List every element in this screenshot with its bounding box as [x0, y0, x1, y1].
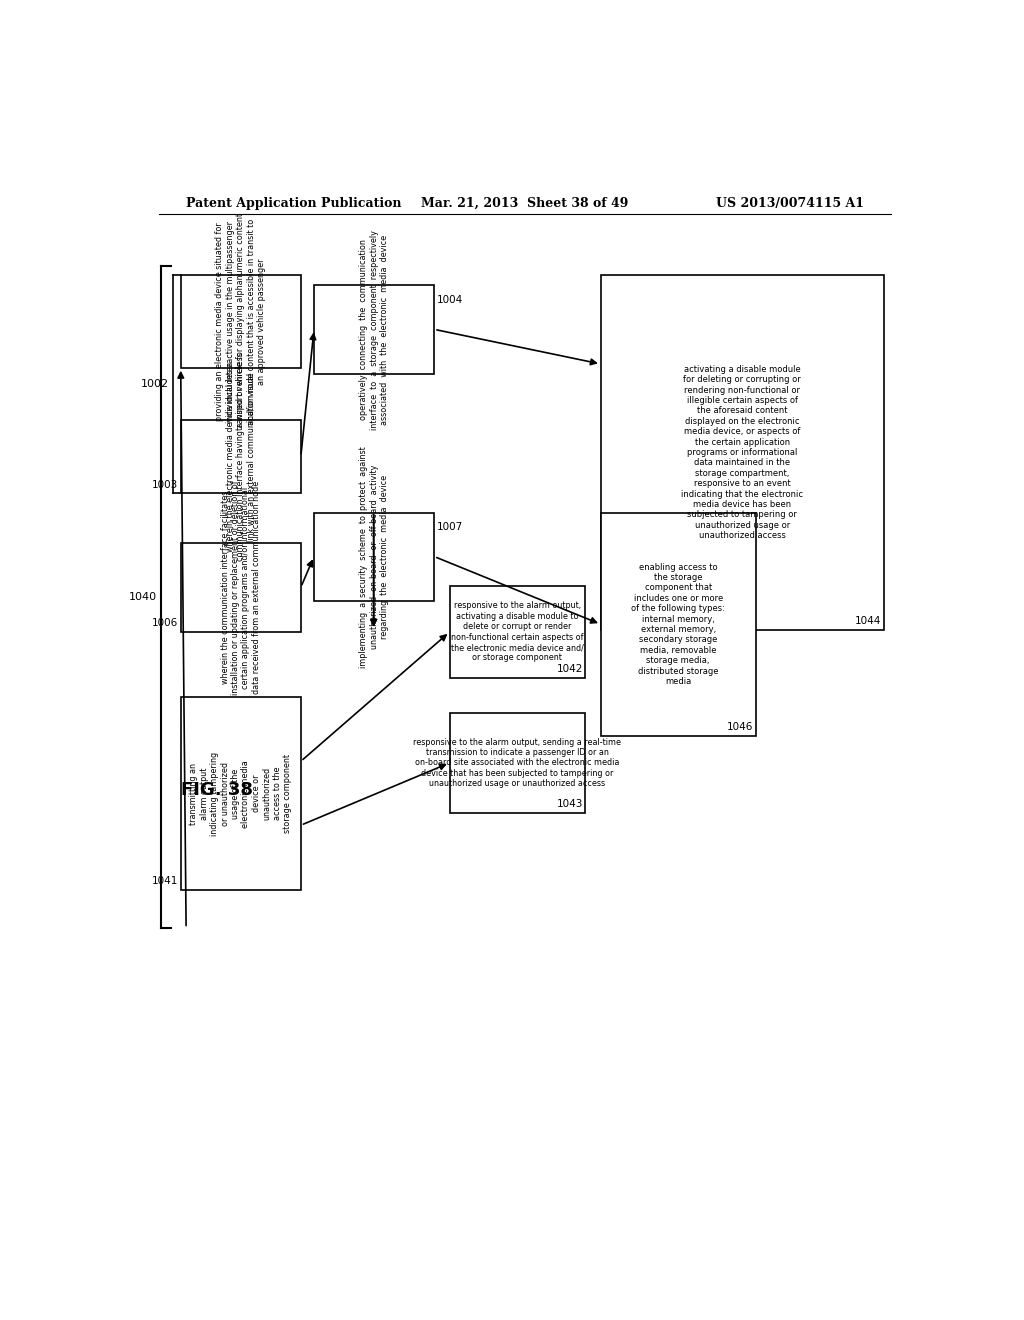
Bar	[180, 544, 301, 632]
Text: wherein the electronic media device includes a
communication interface having a : wherein the electronic media device incl…	[226, 352, 256, 561]
Text: FIG. 38: FIG. 38	[181, 781, 253, 799]
Text: 1042: 1042	[557, 664, 583, 675]
Text: implementing  a  security  scheme  to  protect  against
unauthorized  on-board  : implementing a security scheme to protec…	[359, 446, 389, 668]
Text: responsive to the alarm output, sending a real-time
transmission to indicate a p: responsive to the alarm output, sending …	[414, 738, 622, 788]
Text: 1046: 1046	[727, 722, 754, 733]
Bar	[180, 420, 301, 494]
Bar	[601, 276, 884, 630]
Text: 1041: 1041	[152, 876, 178, 886]
Bar	[450, 713, 586, 813]
Text: 1040: 1040	[129, 593, 158, 602]
Text: transmitting an
alarm output
indicating tampering
or unauthorized
usage of the
e: transmitting an alarm output indicating …	[189, 751, 292, 836]
Bar	[180, 697, 301, 890]
Text: 1007: 1007	[436, 521, 463, 532]
Bar	[601, 512, 756, 737]
Bar	[314, 512, 434, 601]
Text: 1006: 1006	[153, 618, 178, 628]
Text: Mar. 21, 2013  Sheet 38 of 49: Mar. 21, 2013 Sheet 38 of 49	[421, 197, 629, 210]
Text: 1003: 1003	[153, 479, 178, 490]
Bar	[314, 285, 434, 374]
Text: US 2013/0074115 A1: US 2013/0074115 A1	[716, 197, 864, 210]
Bar	[450, 586, 586, 678]
Text: activating a disable module
for deleting or corrupting or
rendering non-function: activating a disable module for deleting…	[681, 364, 803, 540]
Text: responsive to the alarm output,
activating a disable module to
delete or corrupt: responsive to the alarm output, activati…	[451, 602, 584, 663]
Text: enabling access to
the storage
component that
includes one or more
of the follow: enabling access to the storage component…	[632, 562, 725, 686]
Text: Patent Application Publication: Patent Application Publication	[186, 197, 401, 210]
Text: 1044: 1044	[855, 616, 882, 626]
Text: operatively  connecting  the  communication
interface  to  a  storage  component: operatively connecting the communication…	[359, 230, 389, 430]
Text: wherein the communication interface facilitates
installation or updating or repl: wherein the communication interface faci…	[220, 480, 261, 696]
Bar	[180, 276, 301, 368]
Text: providing an electronic media device situated for
individual interactive usage i: providing an electronic media device sit…	[215, 213, 266, 430]
Text: 1004: 1004	[436, 294, 463, 305]
Text: 1002: 1002	[141, 379, 169, 389]
Text: 1043: 1043	[557, 799, 583, 809]
